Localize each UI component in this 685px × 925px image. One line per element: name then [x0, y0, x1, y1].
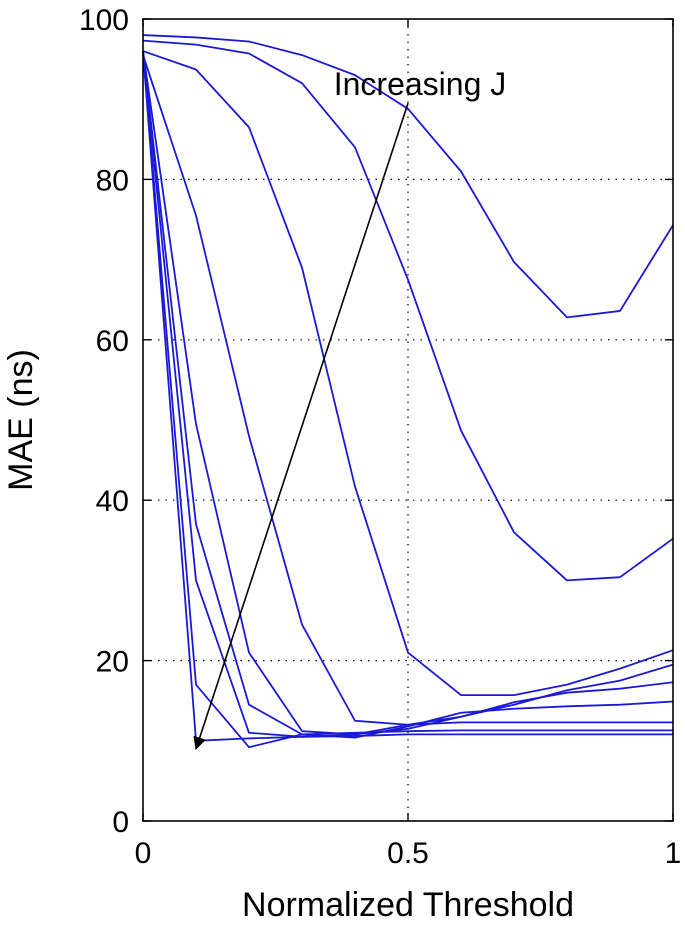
x-tick-label-2: 1	[665, 837, 682, 870]
y-tick-label-5: 100	[79, 4, 129, 37]
y-tick-label-1: 20	[96, 646, 129, 679]
series-line-4	[142, 54, 674, 726]
y-tick-label-4: 80	[96, 164, 129, 197]
x-tick-label-0: 0	[135, 837, 152, 870]
annotation-arrow-0	[193, 102, 409, 751]
series-line-8	[142, 51, 673, 749]
tick-labels: 0 0.5 1 0 20 40 60 80 100	[79, 4, 681, 870]
series-lines	[142, 34, 674, 749]
series-line-2	[142, 39, 674, 582]
grid-lines	[143, 19, 673, 821]
series-line-6	[142, 50, 674, 739]
axis-ticks	[142, 18, 674, 822]
series-line-7	[142, 50, 673, 738]
annotations: Increasing J	[193, 66, 507, 751]
series-line-1	[142, 34, 674, 319]
y-axis-label: MAE (ns)	[2, 349, 40, 491]
y-tick-label-0: 0	[112, 806, 129, 839]
annotation-text-0: Increasing J	[334, 66, 507, 102]
series-line-3	[142, 50, 674, 696]
x-axis-label: Normalized Threshold	[242, 886, 574, 924]
x-tick-label-1: 0.5	[387, 837, 429, 870]
y-tick-label-2: 40	[96, 485, 129, 518]
series-line-9	[142, 51, 673, 742]
series-line-5	[142, 50, 674, 736]
y-tick-label-3: 60	[96, 325, 129, 358]
